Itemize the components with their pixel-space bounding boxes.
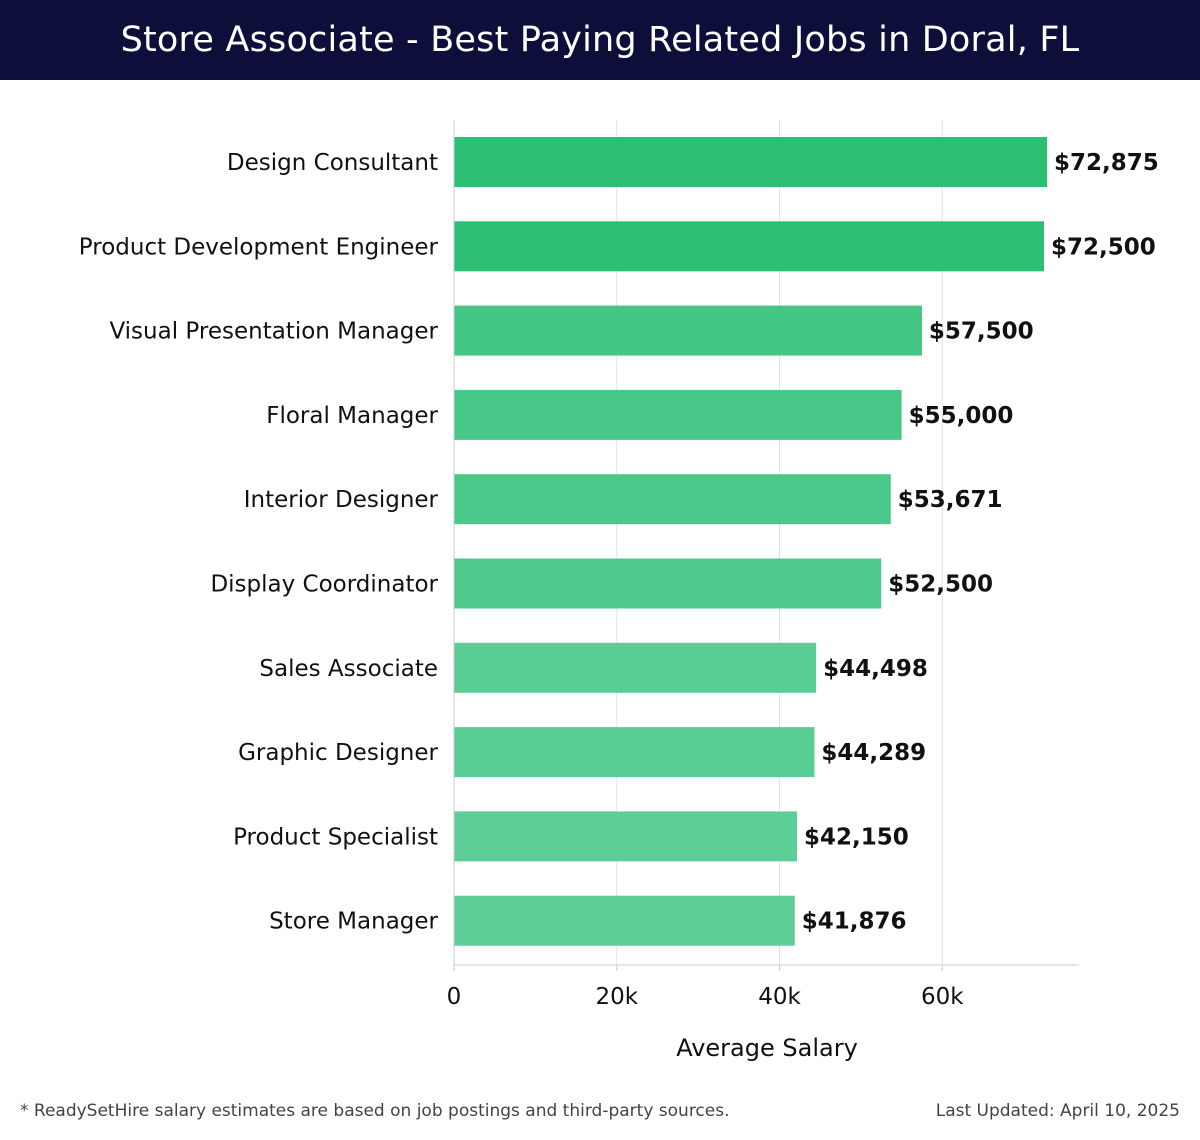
category-label: Sales Associate: [259, 656, 438, 682]
category-label: Interior Designer: [244, 487, 439, 513]
value-label: $52,500: [888, 572, 993, 598]
bar: [454, 558, 882, 609]
bar: [454, 895, 795, 946]
bar: [454, 811, 798, 862]
x-tick-label: 60k: [921, 984, 964, 1010]
value-label: $41,876: [802, 909, 907, 935]
category-label: Visual Presentation Manager: [109, 319, 438, 345]
value-label: $55,000: [909, 403, 1014, 429]
x-axis-title: Average Salary: [676, 1034, 858, 1062]
category-label: Design Consultant: [227, 150, 438, 176]
value-label: $53,671: [898, 487, 1003, 513]
value-label: $72,500: [1051, 234, 1156, 260]
last-updated: Last Updated: April 10, 2025: [935, 1101, 1180, 1121]
bar: [454, 642, 817, 693]
bar: [454, 305, 922, 356]
value-label: $42,150: [804, 824, 909, 850]
bar: [454, 727, 815, 778]
bar: [454, 221, 1045, 272]
category-label: Floral Manager: [266, 403, 438, 429]
category-label: Product Specialist: [233, 824, 438, 850]
x-tick-label: 0: [447, 984, 462, 1010]
category-labels: Design Consultant Product Development Eng…: [79, 150, 439, 935]
value-label: $44,289: [821, 740, 926, 766]
category-label: Display Coordinator: [210, 572, 438, 598]
category-label: Product Development Engineer: [79, 234, 439, 260]
bar: [454, 474, 891, 525]
bars: [454, 137, 1048, 946]
value-label: $72,875: [1054, 150, 1159, 176]
bar-chart: 0 20k 40k 60k Design Consultant Product Deve…: [79, 120, 1159, 1062]
value-label: $57,500: [929, 319, 1034, 345]
category-label: Store Manager: [269, 909, 438, 935]
footer-note: * ReadySetHire salary estimates are base…: [20, 1101, 730, 1121]
x-tick-label: 40k: [758, 984, 801, 1010]
category-label: Graphic Designer: [238, 740, 438, 766]
x-tick-label: 20k: [595, 984, 638, 1010]
bar: [454, 137, 1048, 187]
value-label: $44,498: [823, 656, 928, 682]
value-labels: $72,875 $72,500 $57,500 $55,000 $53,671 $52,5…: [802, 150, 1159, 935]
bar: [454, 389, 902, 440]
chart-title: Store Associate - Best Paying Related Jo…: [0, 0, 1200, 80]
x-axis: 0 20k 40k 60k: [447, 120, 1079, 1010]
